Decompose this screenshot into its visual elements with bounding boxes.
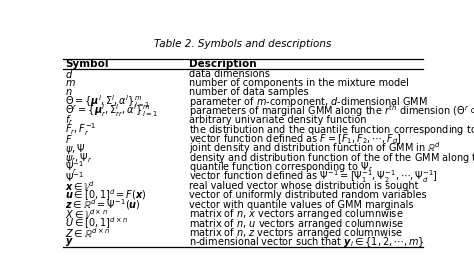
Text: $f_r$: $f_r$: [65, 113, 73, 127]
Text: matrix of $n$, $z$ vectors arranged columnwise: matrix of $n$, $z$ vectors arranged colu…: [189, 226, 403, 240]
Text: $\Psi^{-1}$: $\Psi^{-1}$: [65, 170, 84, 184]
Text: $F$: $F$: [65, 133, 73, 145]
Text: $\Theta = \{\boldsymbol{\mu}^l, \Sigma^l, \alpha^l\}_{l=1}^m$: $\Theta = \{\boldsymbol{\mu}^l, \Sigma^l…: [65, 93, 150, 110]
Text: n-dimensional vector such that $\boldsymbol{y}_i \in \{1, 2, \cdots, m\}$: n-dimensional vector such that $\boldsym…: [189, 235, 425, 249]
Text: density and distribution function of the of the GMM along the $r^{th}$ dimension: density and distribution function of the…: [189, 150, 474, 166]
Text: $\boldsymbol{u} \in [0,1]^d = F(\boldsymbol{x})$: $\boldsymbol{u} \in [0,1]^d = F(\boldsym…: [65, 188, 146, 203]
Text: Symbol: Symbol: [65, 59, 108, 69]
Text: parameters of marginal GMM along the $r^{th}$ dimension ($\Theta^r \subset \Thet: parameters of marginal GMM along the $r^…: [189, 103, 474, 119]
Text: $\psi, \Psi$: $\psi, \Psi$: [65, 142, 85, 156]
Text: data dimensions: data dimensions: [189, 69, 270, 78]
Text: Table 2. Symbols and descriptions: Table 2. Symbols and descriptions: [154, 39, 332, 49]
Text: $Z \in \mathbb{R}^{d \times n}$: $Z \in \mathbb{R}^{d \times n}$: [65, 226, 110, 240]
Text: vector of uniformly distributed random variables: vector of uniformly distributed random v…: [189, 190, 427, 200]
Text: $\boldsymbol{y}$: $\boldsymbol{y}$: [65, 236, 73, 248]
Text: vector function defined as $\Psi^{-1} = [\Psi_1^{-1}, \Psi_2^{-1}, \cdots, \Psi_: vector function defined as $\Psi^{-1} = …: [189, 168, 438, 185]
Text: number of data samples: number of data samples: [189, 87, 309, 97]
Text: $m$: $m$: [65, 78, 75, 88]
Text: parameter of $m$-component, $d$-dimensional GMM: parameter of $m$-component, $d$-dimensio…: [189, 95, 428, 109]
Text: the distribution and the quantile function corresponding to $f_r$: the distribution and the quantile functi…: [189, 123, 474, 137]
Text: $\boldsymbol{z} \in \mathbb{R}^d = \Psi^{-1}(\boldsymbol{u})$: $\boldsymbol{z} \in \mathbb{R}^d = \Psi^…: [65, 197, 141, 212]
Text: $d$: $d$: [65, 67, 73, 80]
Text: $X \in \mathbb{V}^{d \times n}$: $X \in \mathbb{V}^{d \times n}$: [65, 207, 108, 221]
Text: $\Psi_r^{-1}$: $\Psi_r^{-1}$: [65, 159, 84, 176]
Text: $\boldsymbol{x} \in \mathbb{V}^d$: $\boldsymbol{x} \in \mathbb{V}^d$: [65, 179, 95, 193]
Text: $\Theta^r = \{\boldsymbol{\mu}^l_r, \Sigma^l_{rr}, \alpha^l\}_{l=1}^m$: $\Theta^r = \{\boldsymbol{\mu}^l_r, \Sig…: [65, 103, 158, 120]
Text: arbitrary univariate density function: arbitrary univariate density function: [189, 115, 366, 125]
Text: quantile function corresponding to $\Psi_r$: quantile function corresponding to $\Psi…: [189, 160, 374, 174]
Text: joint density and distribution function of GMM in $\mathbb{R}^d$: joint density and distribution function …: [189, 141, 441, 157]
Text: real valued vector whose distribution is sought: real valued vector whose distribution is…: [189, 181, 419, 191]
Text: $U \in [0,1]^{d \times n}$: $U \in [0,1]^{d \times n}$: [65, 216, 128, 231]
Text: vector function defined as $F = [F_1, F_2, \cdots, F_d]$: vector function defined as $F = [F_1, F_…: [189, 132, 402, 146]
Text: number of components in the mixture model: number of components in the mixture mode…: [189, 78, 409, 88]
Text: Description: Description: [189, 59, 256, 69]
Text: vector with quantile values of GMM marginals: vector with quantile values of GMM margi…: [189, 200, 413, 210]
Text: $n$: $n$: [65, 87, 72, 97]
Text: $F_r, F_r^{-1}$: $F_r, F_r^{-1}$: [65, 122, 96, 138]
Text: matrix of $n$, $x$ vectors arranged columnwise: matrix of $n$, $x$ vectors arranged colu…: [189, 207, 403, 221]
Text: matrix of $n$, $u$ vectors arranged columnwise: matrix of $n$, $u$ vectors arranged colu…: [189, 217, 404, 231]
Text: $\psi_r, \Psi_r$: $\psi_r, \Psi_r$: [65, 151, 92, 165]
